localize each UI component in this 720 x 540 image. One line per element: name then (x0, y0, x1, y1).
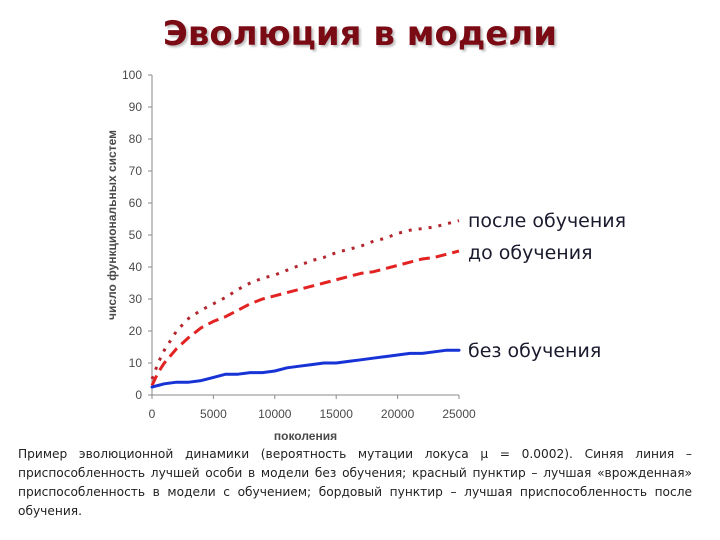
series-line-1 (150, 249, 460, 387)
x-tick-label: 20000 (381, 407, 415, 421)
page-title: Эволюция в модели (162, 14, 558, 54)
x-axis-label: поколения (274, 429, 337, 443)
chart-axes (148, 74, 460, 399)
y-tick-label: 90 (129, 100, 143, 114)
y-axis-label: число функциональных систем (105, 130, 119, 320)
legend-no-learning: без обучения (468, 340, 602, 362)
series-lines (150, 219, 461, 389)
y-tick-labels: 0 10 20 30 40 50 60 70 80 90 100 (122, 68, 142, 402)
y-tick-label: 50 (129, 228, 143, 242)
caption-line: «врожденная» приспособленность в модели … (18, 466, 692, 499)
caption-line: приспособленность лучшей особи в модели … (18, 466, 592, 480)
legend-after-learning: после обучения (468, 210, 627, 232)
legend-before-learning: до обучения (468, 242, 593, 264)
y-tick-label: 20 (129, 324, 143, 338)
caption-line: Пример эволюционной динамики (вероятност… (18, 447, 692, 461)
series-line-0 (150, 219, 460, 380)
x-tick-label: 10000 (258, 407, 292, 421)
y-tick-label: 40 (129, 260, 143, 274)
caption-line: приспособленность после обучения. (18, 485, 693, 518)
x-tick-label: 25000 (442, 407, 476, 421)
y-tick-label: 100 (122, 68, 142, 82)
y-tick-label: 80 (129, 132, 143, 146)
series-line-2 (150, 348, 461, 389)
y-tick-label: 60 (129, 196, 143, 210)
x-tick-label: 0 (149, 407, 156, 421)
figure-caption: Пример эволюционной динамики (вероятност… (18, 445, 692, 521)
x-tick-labels: 0 5000 10000 15000 20000 25000 (149, 407, 476, 421)
x-tick-label: 5000 (200, 407, 227, 421)
x-tick-label: 15000 (320, 407, 354, 421)
y-tick-label: 0 (135, 388, 142, 402)
y-tick-label: 30 (129, 292, 143, 306)
y-tick-label: 10 (129, 356, 143, 370)
y-tick-label: 70 (129, 164, 143, 178)
